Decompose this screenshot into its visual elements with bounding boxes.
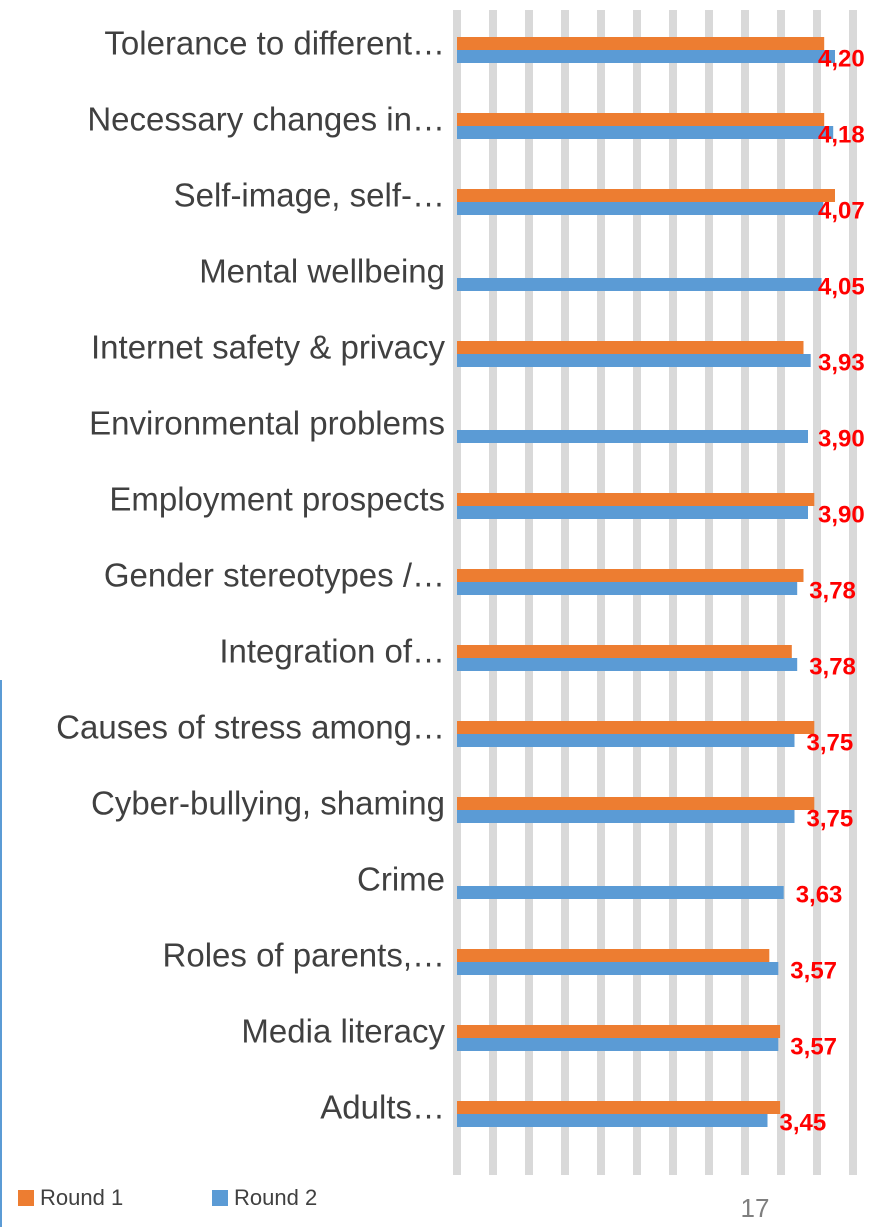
value-label: 3,63: [796, 881, 843, 908]
category-label: Internet safety & privacy: [91, 329, 445, 366]
legend-swatch: [18, 1190, 34, 1206]
category-label: Cyber-bullying, shaming: [91, 785, 445, 822]
category-label: Integration of…: [219, 633, 445, 670]
bar: [457, 1025, 781, 1038]
bar: [457, 189, 835, 202]
legend-label: Round 2: [234, 1185, 317, 1210]
value-label: 3,78: [809, 653, 856, 680]
bar: [457, 202, 824, 215]
category-label: Gender stereotypes /…: [104, 557, 445, 594]
category-label: Roles of parents,…: [163, 937, 445, 974]
bar: [457, 430, 808, 443]
bar: [457, 1114, 768, 1127]
legend-swatch: [212, 1190, 228, 1206]
page-number: 17: [741, 1193, 770, 1223]
bar: [457, 278, 822, 291]
value-label: 4,20: [818, 45, 865, 72]
bar: [457, 1038, 779, 1051]
bar: [457, 721, 815, 734]
bar: [457, 50, 835, 63]
value-label: 3,93: [818, 349, 865, 376]
bar: [457, 949, 770, 962]
bar: [457, 493, 815, 506]
category-label: Causes of stress among…: [56, 709, 445, 746]
bar: [457, 734, 795, 747]
grid-line: [813, 10, 821, 1175]
value-label: 3,57: [790, 957, 837, 984]
value-label: 4,07: [818, 197, 865, 224]
bar: [457, 126, 834, 139]
bar: [457, 645, 792, 658]
category-label: Mental wellbeing: [199, 253, 445, 290]
bar: [457, 582, 798, 595]
bar: [457, 1101, 781, 1114]
bar: [457, 797, 815, 810]
category-label: Employment prospects: [109, 481, 445, 518]
bar: [457, 810, 795, 823]
category-label: Adults…: [320, 1089, 445, 1126]
grid-line: [849, 10, 857, 1175]
value-label: 3,45: [780, 1109, 827, 1136]
category-label: Self-image, self-…: [174, 177, 445, 214]
bar: [457, 886, 784, 899]
value-label: 3,75: [807, 729, 854, 756]
value-label: 3,75: [807, 805, 854, 832]
bar: [457, 113, 825, 126]
bar: [457, 341, 804, 354]
bar: [457, 506, 808, 519]
value-label: 3,78: [809, 577, 856, 604]
bar: [457, 658, 798, 671]
category-label: Necessary changes in…: [87, 101, 445, 138]
value-label: 3,57: [790, 1033, 837, 1060]
category-label: Crime: [357, 861, 445, 898]
category-label: Environmental problems: [89, 405, 445, 442]
value-label: 4,18: [818, 121, 865, 148]
category-label: Tolerance to different…: [104, 25, 445, 62]
category-label: Media literacy: [241, 1013, 445, 1050]
bar: [457, 354, 811, 367]
bar: [457, 569, 804, 582]
value-label: 3,90: [818, 501, 865, 528]
bar: [457, 37, 825, 50]
value-label: 3,90: [818, 425, 865, 452]
legend-label: Round 1: [40, 1185, 123, 1210]
bar: [457, 962, 779, 975]
value-label: 4,05: [818, 273, 865, 300]
